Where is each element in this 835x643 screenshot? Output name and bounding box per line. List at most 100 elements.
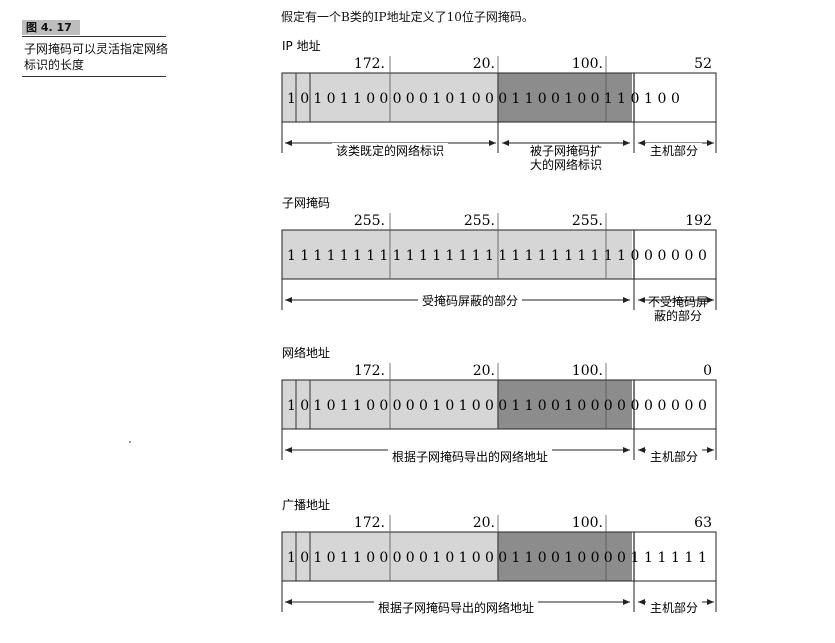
bit-digit: 1	[538, 248, 547, 264]
bit-shade	[674, 380, 689, 429]
bit-shade	[605, 73, 620, 122]
octet-label: 20.	[473, 515, 495, 531]
bit-digit: 1	[353, 248, 362, 264]
bit-shade	[282, 230, 296, 279]
bit-digit: 0	[406, 550, 415, 566]
bracket-label: 主机部分	[650, 143, 698, 158]
bit-digit: 1	[604, 91, 613, 107]
address-bar	[281, 379, 717, 430]
bit-shade	[537, 230, 552, 279]
bit-shade	[702, 380, 717, 429]
bit-digit: 1	[406, 248, 415, 264]
bit-digit: 1	[287, 91, 296, 107]
bit-shade	[510, 230, 525, 279]
bit-shade	[389, 532, 404, 581]
bit-digit: 1	[432, 248, 441, 264]
bit-shade	[483, 230, 498, 279]
label-bg	[646, 449, 702, 465]
bit-shade	[564, 73, 579, 122]
bit-shade	[443, 73, 458, 122]
bit-digit: 1	[577, 248, 586, 264]
arrow-head-right	[489, 140, 496, 146]
arrow-head-right	[623, 599, 630, 605]
bit-digit: 1	[511, 550, 520, 566]
bit-digit: 1	[287, 550, 296, 566]
bit-shade	[618, 230, 633, 279]
bracket-label: 根据子网掩码导出的网络地址	[378, 600, 534, 615]
figure-caption: 子网掩码可以灵活指定网络标识的长度	[24, 42, 169, 72]
bit-digit: 0	[577, 398, 586, 414]
bit-digit: 0	[617, 398, 626, 414]
bit-digit: 1	[564, 398, 573, 414]
bit-digit: 1	[353, 550, 362, 566]
bracket-label: 该类既定的网络标识	[336, 143, 444, 158]
bit-shade	[470, 532, 485, 581]
bit-shade	[430, 532, 445, 581]
bit-shade	[551, 230, 566, 279]
label-bg	[646, 600, 702, 616]
bit-shade	[564, 532, 579, 581]
bit-digit: 0	[551, 398, 560, 414]
arrow-head-left	[638, 140, 645, 146]
bit-digit: 1	[353, 398, 362, 414]
bit-shade	[497, 380, 512, 429]
bit-shade	[646, 73, 661, 122]
bit-digit: 1	[287, 398, 296, 414]
bit-shade	[660, 532, 675, 581]
bit-digit: 1	[432, 398, 441, 414]
bit-shade	[591, 380, 606, 429]
address-bar	[281, 531, 717, 582]
bit-shade	[605, 230, 620, 279]
bit-shade	[618, 380, 633, 429]
bit-shade	[335, 230, 350, 279]
bit-digit: 1	[644, 550, 653, 566]
label-bg	[332, 143, 448, 159]
bit-digit: 0	[379, 398, 388, 414]
bit-digit: 1	[698, 550, 707, 566]
bracket-label: 主机部分	[650, 600, 698, 615]
bit-digit: 1	[459, 550, 468, 566]
bit-digit: 1	[313, 248, 322, 264]
bit-shade	[470, 230, 485, 279]
bit-digit: 0	[366, 91, 375, 107]
octet-label: 0	[703, 363, 712, 379]
bit-shade	[295, 532, 310, 581]
bit-digit: 0	[551, 91, 560, 107]
bit-shade	[430, 73, 445, 122]
bit-shade	[295, 380, 310, 429]
bit-digit: 1	[432, 550, 441, 566]
label-bg	[646, 143, 702, 159]
bit-digit: 1	[498, 248, 507, 264]
bit-shade	[416, 380, 431, 429]
bit-shade	[389, 73, 404, 122]
bit-shade	[430, 230, 445, 279]
label-bg	[388, 449, 552, 465]
bit-shade	[282, 73, 296, 122]
bit-digit: 1	[340, 550, 349, 566]
bit-digit: 1	[631, 550, 640, 566]
bit-digit: 0	[445, 550, 454, 566]
octet-label: 100.	[572, 56, 603, 72]
bit-digit: 1	[511, 248, 520, 264]
bit-shade	[510, 532, 525, 581]
bit-digit: 0	[379, 550, 388, 566]
bit-shade	[376, 380, 391, 429]
bit-shade	[443, 230, 458, 279]
bit-digit: 0	[485, 91, 494, 107]
bit-digit: 1	[511, 91, 520, 107]
bit-shade	[702, 230, 717, 279]
bit-shade	[403, 532, 418, 581]
bit-digit: 1	[564, 91, 573, 107]
section-title: 网络地址	[282, 345, 330, 360]
bit-digit: 1	[525, 398, 534, 414]
bit-shade	[389, 230, 404, 279]
bit-shade	[282, 380, 296, 429]
arrow-head-left	[285, 599, 292, 605]
bit-shade	[660, 73, 675, 122]
bracket-label: 不受掩码屏蔽的部分	[648, 295, 708, 323]
bit-digit: 1	[379, 248, 388, 264]
bit-digit: 1	[313, 550, 322, 566]
bit-shade	[564, 230, 579, 279]
figure-divider-top	[22, 36, 166, 37]
